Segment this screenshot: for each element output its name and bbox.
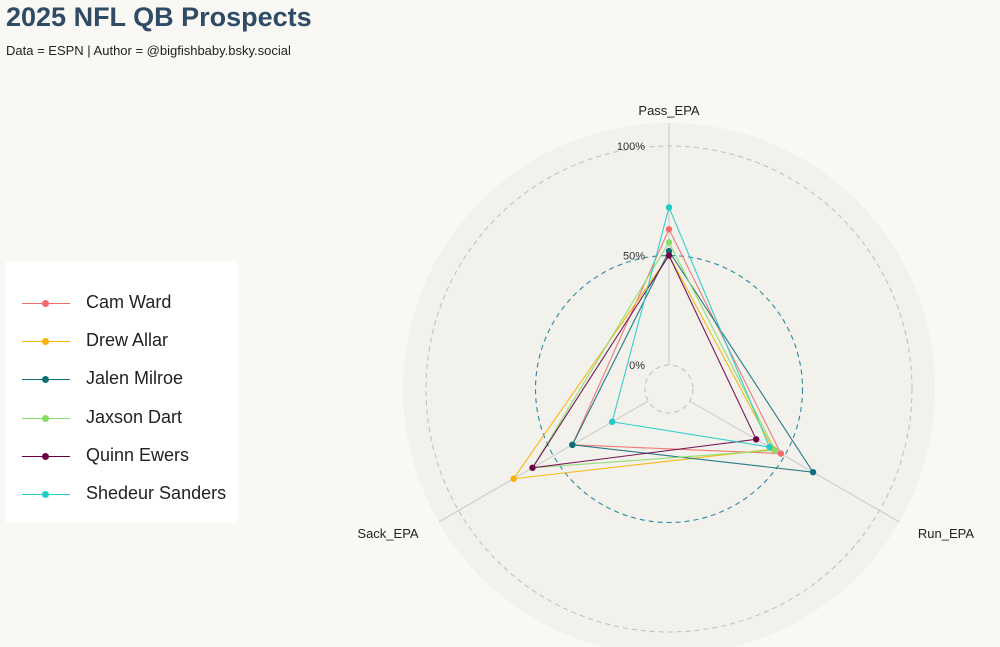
data-point-shedeur-sanders-sack-epa (608, 418, 616, 426)
legend: Cam Ward Drew Allar Jalen Milroe Jaxson Dar… (6, 261, 238, 523)
data-point-jalen-milroe-run-epa (809, 468, 817, 476)
legend-item: Jalen Milroe (6, 365, 238, 395)
axis-line-run-epa (689, 400, 900, 523)
legend-label: Jalen Milroe (86, 368, 184, 389)
legend-key (22, 491, 70, 498)
data-point-shedeur-sanders-pass-epa (665, 204, 673, 211)
legend-marker (42, 491, 49, 498)
legend-key (22, 338, 70, 346)
series-line-jaxson-dart (531, 241, 776, 469)
legend-label: Drew Allar (86, 330, 169, 351)
legend-marker (42, 414, 49, 422)
radar-background (403, 123, 935, 647)
legend-key (22, 452, 70, 460)
legend-label: Shedeur Sanders (86, 483, 227, 503)
legend-label: Quinn Ewers (86, 444, 190, 465)
data-point-shedeur-sanders-run-epa (766, 443, 773, 451)
axis-label-pass-epa: Pass_EPA (638, 103, 700, 118)
legend-label: Jaxson Dart (86, 406, 183, 427)
data-point-jalen-milroe-pass-epa (665, 247, 673, 255)
radial-tick-label: 100% (617, 141, 645, 153)
legend-marker (42, 376, 49, 384)
legend-item: Cam Ward (6, 289, 238, 319)
data-point-jaxson-dart-run-epa (771, 447, 779, 454)
legend-marker (42, 338, 49, 346)
data-point-jalen-milroe-sack-epa (569, 441, 576, 448)
data-point-drew-allar-sack-epa (510, 475, 517, 482)
data-point-quinn-ewers-sack-epa (529, 464, 536, 471)
legend-item: Quinn Ewers (6, 442, 238, 472)
chart-subtitle: Data = ESPN | Author = @bigfishbaby.bsky… (6, 43, 291, 58)
data-point-cam-ward-pass-epa (665, 226, 673, 233)
axis-label-run-epa: Run_EPA (918, 526, 974, 541)
grid-circle-50 (534, 254, 804, 524)
series-line-jalen-milroe (571, 250, 815, 473)
series-line-drew-allar (512, 254, 775, 480)
legend-label: Cam Ward (86, 292, 172, 312)
chart-title: 2025 NFL QB Prospects (6, 2, 312, 32)
legend-key (22, 300, 70, 307)
series-line-shedeur-sanders (611, 205, 771, 448)
legend-key (22, 376, 70, 384)
axis-label-sack-epa: Sack_EPA (357, 526, 419, 541)
legend-item: Drew Allar (6, 327, 238, 357)
legend-item: Jaxson Dart (6, 404, 238, 434)
data-point-cam-ward-run-epa (777, 450, 785, 457)
radial-tick-label: 50% (623, 251, 645, 263)
data-point-quinn-ewers-pass-epa (665, 252, 673, 259)
data-point-jaxson-dart-pass-epa (665, 239, 673, 246)
radial-tick-label: 0% (629, 360, 645, 372)
legend-item: Shedeur Sanders (6, 480, 238, 510)
legend-marker (42, 300, 49, 307)
legend-key (22, 414, 70, 422)
data-point-quinn-ewers-run-epa (752, 436, 760, 443)
series-line-quinn-ewers (531, 254, 757, 469)
legend-marker (42, 452, 49, 460)
